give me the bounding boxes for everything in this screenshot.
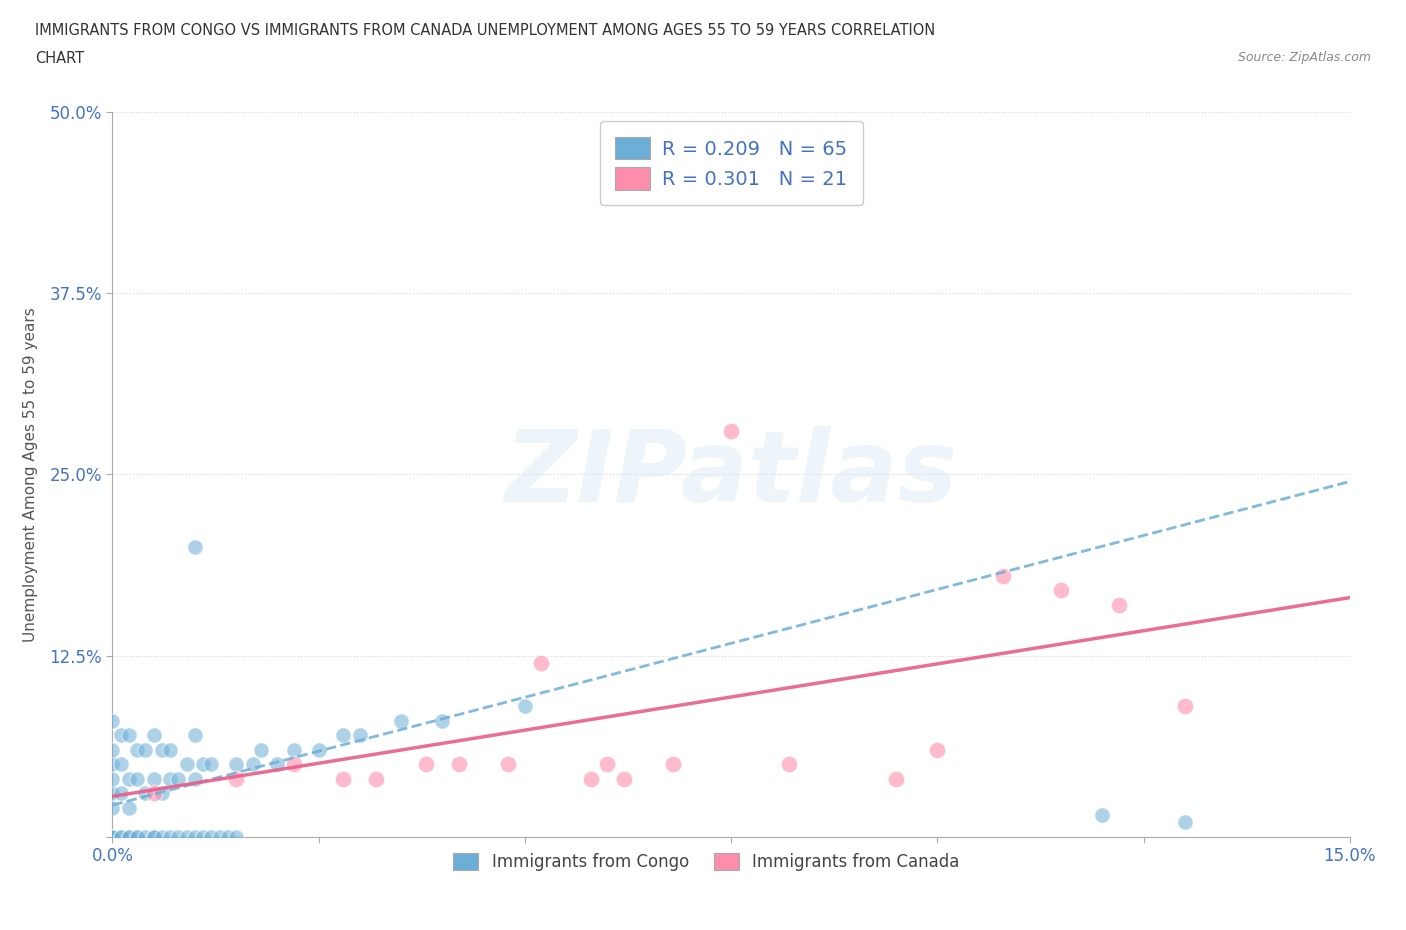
Point bbox=[1174, 699, 1197, 714]
Text: Source: ZipAtlas.com: Source: ZipAtlas.com bbox=[1237, 51, 1371, 64]
Point bbox=[1050, 583, 1073, 598]
Point bbox=[118, 830, 141, 844]
Point bbox=[720, 423, 742, 438]
Point bbox=[250, 742, 273, 757]
Point bbox=[662, 757, 685, 772]
Point bbox=[225, 830, 247, 844]
Point bbox=[159, 830, 181, 844]
Point bbox=[118, 830, 141, 844]
Point bbox=[596, 757, 619, 772]
Point bbox=[167, 772, 190, 787]
Point bbox=[150, 786, 173, 801]
Point bbox=[110, 830, 132, 844]
Point bbox=[101, 772, 124, 787]
Point bbox=[101, 757, 124, 772]
Point bbox=[110, 757, 132, 772]
Point bbox=[184, 539, 207, 554]
Point bbox=[142, 772, 165, 787]
Point bbox=[778, 757, 800, 772]
Point bbox=[142, 830, 165, 844]
Point bbox=[332, 772, 354, 787]
Text: CHART: CHART bbox=[35, 51, 84, 66]
Point bbox=[101, 830, 124, 844]
Point bbox=[308, 742, 330, 757]
Point bbox=[134, 830, 156, 844]
Point bbox=[127, 830, 149, 844]
Point bbox=[110, 728, 132, 743]
Point bbox=[208, 830, 231, 844]
Point bbox=[193, 757, 215, 772]
Point bbox=[184, 772, 207, 787]
Point bbox=[1174, 815, 1197, 830]
Point bbox=[176, 830, 198, 844]
Point bbox=[927, 742, 949, 757]
Point bbox=[101, 830, 124, 844]
Point bbox=[200, 830, 222, 844]
Point bbox=[127, 830, 149, 844]
Point bbox=[110, 786, 132, 801]
Point bbox=[150, 742, 173, 757]
Point bbox=[193, 830, 215, 844]
Point bbox=[118, 728, 141, 743]
Point bbox=[101, 786, 124, 801]
Point bbox=[167, 830, 190, 844]
Point bbox=[1091, 808, 1114, 823]
Point bbox=[447, 757, 470, 772]
Point bbox=[101, 713, 124, 728]
Point bbox=[283, 757, 305, 772]
Point bbox=[283, 742, 305, 757]
Point bbox=[432, 713, 454, 728]
Point bbox=[142, 728, 165, 743]
Point bbox=[993, 568, 1015, 583]
Point bbox=[530, 656, 553, 671]
Point bbox=[159, 742, 181, 757]
Point bbox=[101, 830, 124, 844]
Point bbox=[513, 699, 536, 714]
Point bbox=[332, 728, 354, 743]
Point bbox=[389, 713, 412, 728]
Point bbox=[579, 772, 602, 787]
Point bbox=[242, 757, 264, 772]
Point bbox=[142, 786, 165, 801]
Point bbox=[142, 830, 165, 844]
Point bbox=[101, 830, 124, 844]
Point bbox=[1108, 597, 1130, 612]
Point bbox=[118, 772, 141, 787]
Point bbox=[184, 728, 207, 743]
Point bbox=[225, 757, 247, 772]
Text: IMMIGRANTS FROM CONGO VS IMMIGRANTS FROM CANADA UNEMPLOYMENT AMONG AGES 55 TO 59: IMMIGRANTS FROM CONGO VS IMMIGRANTS FROM… bbox=[35, 23, 935, 38]
Point bbox=[498, 757, 520, 772]
Point bbox=[118, 801, 141, 816]
Point bbox=[349, 728, 371, 743]
Point bbox=[613, 772, 636, 787]
Point bbox=[150, 830, 173, 844]
Legend: Immigrants from Congo, Immigrants from Canada: Immigrants from Congo, Immigrants from C… bbox=[444, 844, 967, 880]
Point bbox=[101, 801, 124, 816]
Point bbox=[225, 772, 247, 787]
Point bbox=[217, 830, 239, 844]
Point bbox=[366, 772, 388, 787]
Text: ZIPatlas: ZIPatlas bbox=[505, 426, 957, 523]
Point bbox=[176, 757, 198, 772]
Point bbox=[134, 742, 156, 757]
Point bbox=[266, 757, 288, 772]
Point bbox=[127, 742, 149, 757]
Point bbox=[101, 742, 124, 757]
Point bbox=[884, 772, 907, 787]
Point bbox=[415, 757, 437, 772]
Point bbox=[127, 772, 149, 787]
Point bbox=[159, 772, 181, 787]
Point bbox=[110, 830, 132, 844]
Point bbox=[134, 786, 156, 801]
Point bbox=[184, 830, 207, 844]
Y-axis label: Unemployment Among Ages 55 to 59 years: Unemployment Among Ages 55 to 59 years bbox=[24, 307, 38, 642]
Point bbox=[200, 757, 222, 772]
